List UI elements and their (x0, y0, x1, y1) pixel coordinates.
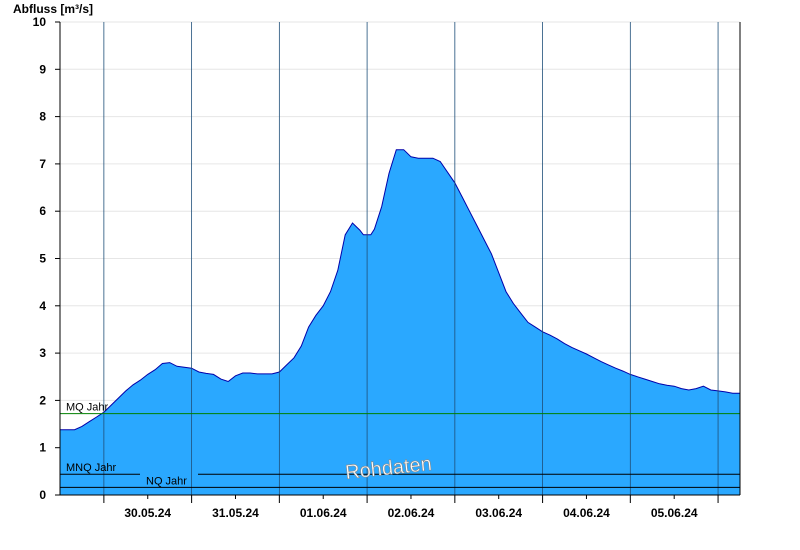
y-tick-label-2: 2 (39, 393, 46, 407)
discharge-line (60, 149, 740, 431)
chart-title: Abfluss [m³/s] (13, 2, 93, 16)
y-tick-label-0: 0 (39, 488, 46, 502)
x-tick-label-30.05.24: 30.05.24 (124, 506, 171, 520)
y-tick-label-1: 1 (39, 441, 46, 455)
y-tick-label-4: 4 (39, 299, 46, 313)
nq-jahr-label: NQ Jahr (146, 475, 187, 487)
mnq-jahr-label: MNQ Jahr (66, 462, 116, 474)
x-tick-label-03.06.24: 03.06.24 (475, 506, 522, 520)
y-tick-label-10: 10 (33, 15, 47, 29)
x-tick-label-05.06.24: 05.06.24 (651, 506, 698, 520)
reference-lines-layer: MQ Jahr MNQ Jahr NQ Jahr (60, 402, 740, 488)
y-tick-label-8: 8 (39, 110, 46, 124)
discharge-area-layer (60, 21, 740, 495)
y-tick-label-3: 3 (39, 346, 46, 360)
y-tick-label-6: 6 (39, 204, 46, 218)
x-tick-label-04.06.24: 04.06.24 (563, 506, 610, 520)
x-tick-label-31.05.24: 31.05.24 (212, 506, 259, 520)
grid-layer (103, 22, 719, 495)
tick-labels-layer: 0 1 2 3 4 5 6 7 8 9 10 30.05.24 31.05.24 01.06.24 02.0… (33, 15, 698, 520)
x-tick-label-02.06.24: 02.06.24 (388, 506, 435, 520)
y-tick-label-7: 7 (39, 157, 46, 171)
x-tick-label-01.06.24: 01.06.24 (300, 506, 347, 520)
mq-jahr-label: MQ Jahr (66, 402, 109, 414)
axes-layer (55, 21, 741, 503)
y-tick-label-9: 9 (39, 62, 46, 76)
discharge-area (60, 149, 740, 495)
y-tick-label-5: 5 (39, 252, 46, 266)
